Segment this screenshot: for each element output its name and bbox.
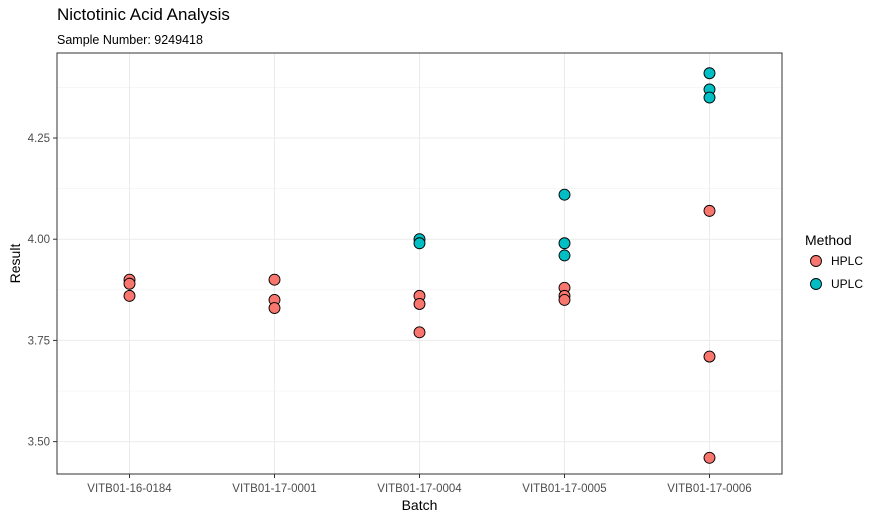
data-point-uplc	[703, 91, 716, 104]
data-point-uplc	[558, 237, 571, 250]
x-axis-title: Batch	[402, 497, 438, 513]
data-point-hplc	[123, 289, 136, 302]
data-point-uplc	[558, 188, 571, 201]
chart-subtitle: Sample Number: 9249418	[57, 33, 203, 47]
data-point-hplc	[413, 326, 426, 339]
y-tick-label: 3.75	[28, 335, 50, 347]
y-tick-label: 3.50	[28, 437, 50, 449]
legend-key-uplc	[810, 278, 822, 290]
y-tick-label: 4.25	[28, 133, 50, 145]
grid-layer	[57, 53, 782, 474]
x-tick-label: VITB01-17-0001	[232, 483, 316, 495]
points-layer	[123, 67, 716, 464]
data-point-hplc	[123, 277, 136, 290]
data-point-hplc	[268, 273, 281, 286]
legend-key-hplc	[810, 255, 822, 267]
legend-label-hplc: HPLC	[831, 254, 863, 268]
data-point-uplc	[558, 249, 571, 262]
axis-layer: 3.50 3.75 4.00 4.25 VITB01-16-0184 VITB01-17-…	[28, 133, 752, 495]
y-axis-title: Result	[7, 244, 23, 284]
data-point-hplc	[413, 298, 426, 310]
legend-title: Method	[805, 232, 852, 248]
y-tick-label: 4.00	[28, 234, 50, 246]
data-point-hplc	[268, 302, 281, 314]
x-tick-label: VITB01-16-0184	[87, 483, 172, 495]
data-point-hplc	[703, 451, 716, 464]
x-tick-label: VITB01-17-0004	[377, 483, 462, 495]
legend-label-uplc: UPLC	[831, 277, 863, 291]
legend: Method HPLC UPLC	[805, 232, 863, 291]
x-tick-label: VITB01-17-0006	[667, 483, 751, 495]
data-point-uplc	[413, 237, 426, 250]
data-point-uplc	[703, 67, 716, 80]
data-point-hplc	[703, 350, 716, 363]
data-point-hplc	[703, 204, 716, 217]
x-tick-label: VITB01-17-0005	[522, 483, 606, 495]
data-point-hplc	[558, 293, 571, 306]
chart-title: Nictotinic Acid Analysis	[57, 5, 230, 24]
